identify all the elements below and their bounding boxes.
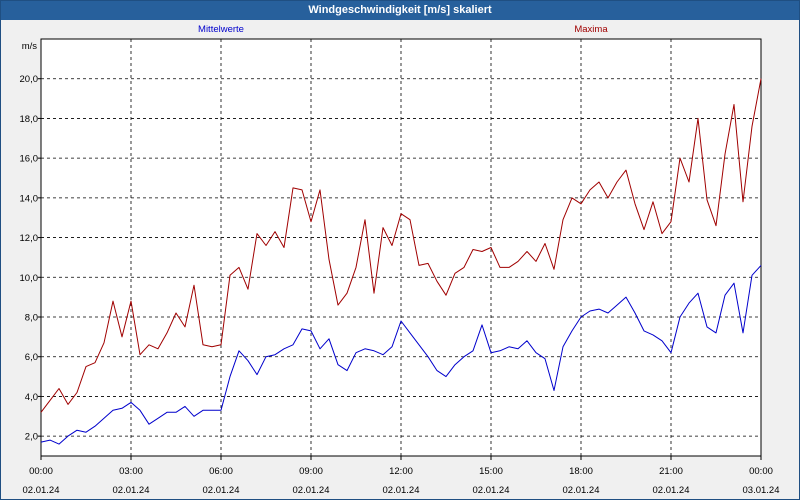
x-tick-label-date: 02.01.24 xyxy=(23,485,60,496)
x-tick-label-time: 12:00 xyxy=(389,466,413,477)
x-tick-label-time: 00:00 xyxy=(29,466,53,477)
plot-area xyxy=(41,39,761,456)
x-tick-label-date: 02.01.24 xyxy=(383,485,420,496)
x-tick-label-time: 18:00 xyxy=(569,466,593,477)
y-tick-label: 4,0 xyxy=(25,392,38,403)
x-tick-label-time: 21:00 xyxy=(659,466,683,477)
legend-mittelwerte: Mittelwerte xyxy=(198,24,244,35)
x-tick-label-date: 02.01.24 xyxy=(563,485,600,496)
y-tick-label: 14,0 xyxy=(20,193,39,204)
x-tick-label-date: 02.01.24 xyxy=(653,485,690,496)
x-tick-label-time: 00:00 xyxy=(749,466,773,477)
plot-border xyxy=(40,38,762,457)
y-tick-label: 18,0 xyxy=(20,114,39,125)
x-tick-label-time: 15:00 xyxy=(479,466,503,477)
x-tick-label-date: 02.01.24 xyxy=(113,485,150,496)
wind-speed-chart: 2,0 4,0 6,0 8,0 10,0 12,0 14,0 16,0 18,0 20,0 00:0… xyxy=(20,24,780,496)
x-tick-label-date: 03.01.24 xyxy=(743,485,780,496)
y-tick-label: 16,0 xyxy=(20,154,39,165)
x-tick-label-date: 02.01.24 xyxy=(473,485,510,496)
x-tick-label-date: 02.01.24 xyxy=(293,485,330,496)
y-axis-label: m/s xyxy=(22,41,38,52)
y-tick-label: 8,0 xyxy=(25,313,38,324)
y-tick-label: 6,0 xyxy=(25,352,38,363)
legend-maxima: Maxima xyxy=(574,24,608,35)
window-title: Windgeschwindigkeit [m/s] skaliert xyxy=(1,1,799,20)
x-tick-label-time: 09:00 xyxy=(299,466,323,477)
y-tick-label: 10,0 xyxy=(20,273,39,284)
series-line-maxima xyxy=(40,78,762,413)
series-line-mittelwerte xyxy=(40,265,762,445)
x-tick-label-date: 02.01.24 xyxy=(203,485,240,496)
y-tick-label: 2,0 xyxy=(25,432,38,443)
x-tick-label-time: 03:00 xyxy=(119,466,143,477)
x-tick-label-time: 06:00 xyxy=(209,466,233,477)
y-tick-label: 12,0 xyxy=(20,233,39,244)
y-tick-label: 20,0 xyxy=(20,74,39,85)
